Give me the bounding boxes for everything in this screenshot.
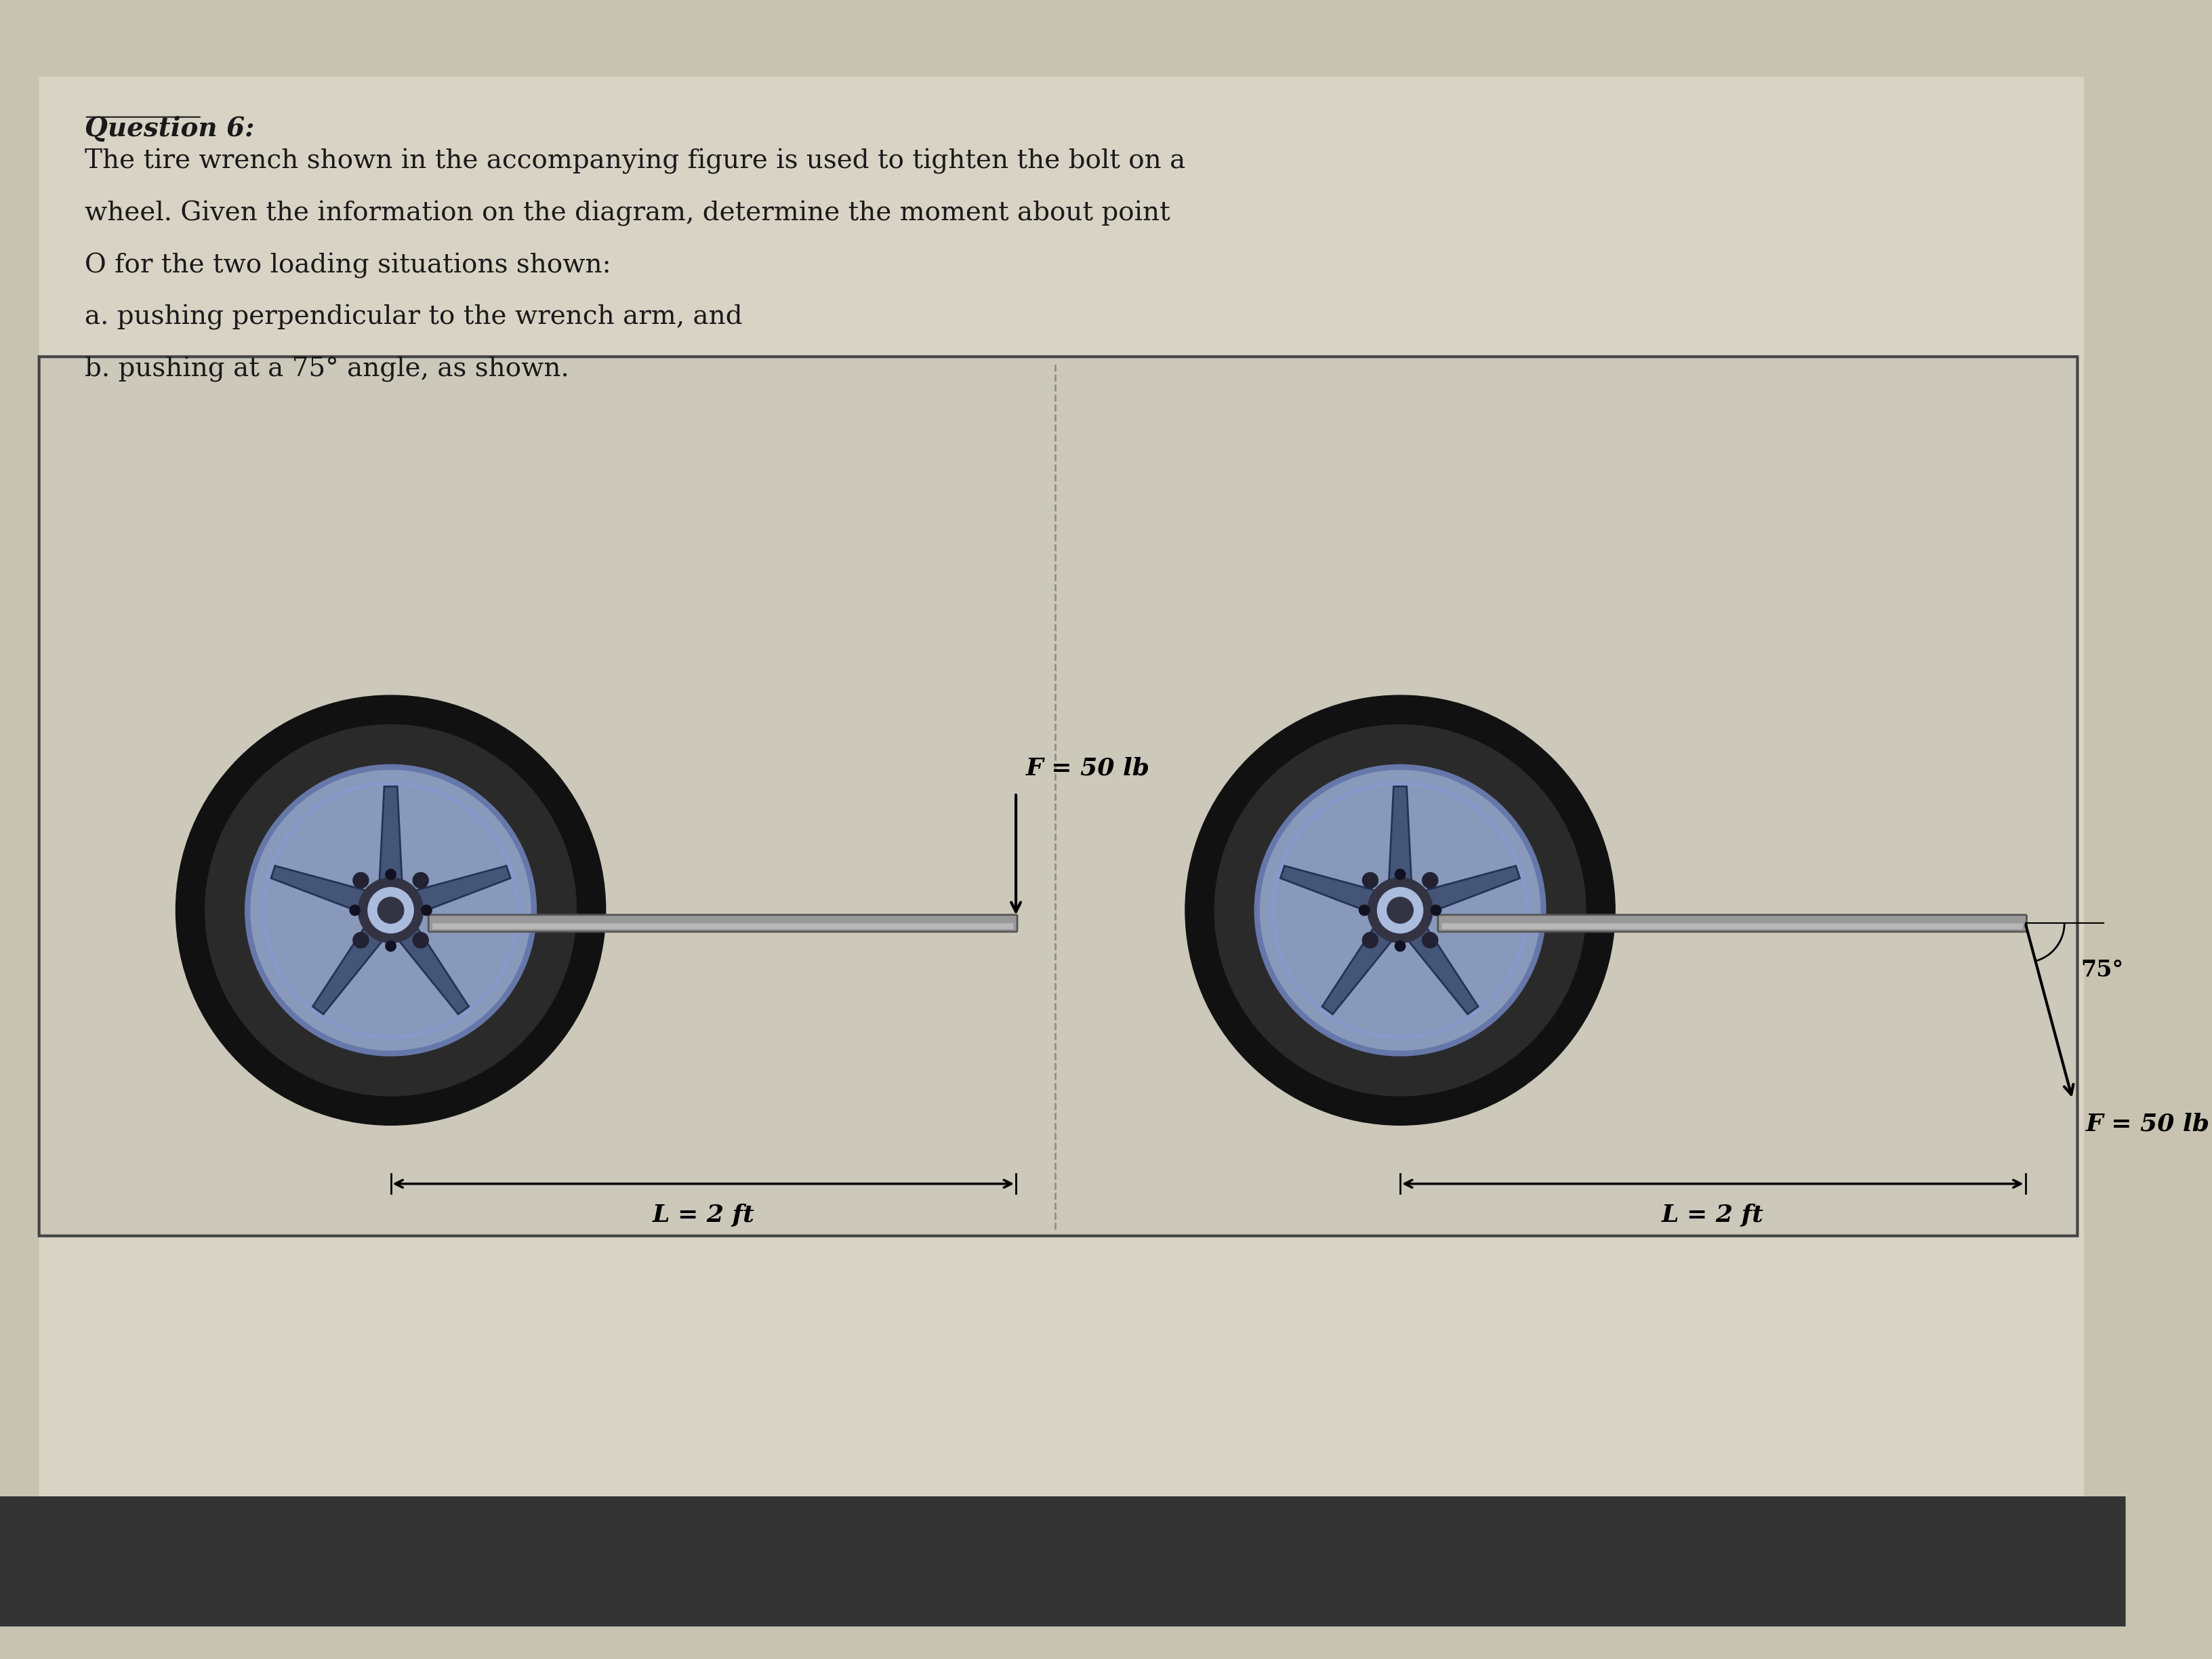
FancyBboxPatch shape [0,1496,2126,1626]
Circle shape [1422,932,1438,947]
Circle shape [414,932,429,947]
Polygon shape [396,924,469,1014]
Polygon shape [1422,866,1520,912]
Polygon shape [312,924,385,1014]
Circle shape [248,766,533,1053]
Text: a. pushing perpendicular to the wrench arm, and: a. pushing perpendicular to the wrench a… [84,305,743,330]
Text: Question 6:: Question 6: [84,116,254,141]
Polygon shape [272,866,369,912]
Circle shape [385,869,396,879]
Polygon shape [1407,924,1478,1014]
Circle shape [1378,888,1422,932]
Text: F = 50 lb: F = 50 lb [1026,757,1150,780]
Text: b. pushing at a 75° angle, as shown.: b. pushing at a 75° angle, as shown. [84,357,568,383]
Circle shape [367,888,414,932]
Circle shape [1387,898,1413,924]
Circle shape [1358,906,1369,916]
Circle shape [354,873,369,888]
FancyBboxPatch shape [40,357,2077,1236]
Circle shape [385,941,396,951]
Text: L = 2 ft: L = 2 ft [1661,1203,1763,1226]
FancyBboxPatch shape [40,76,2084,1561]
Polygon shape [1389,786,1411,884]
Circle shape [1431,906,1442,916]
Polygon shape [1281,866,1378,912]
FancyBboxPatch shape [1442,924,2022,929]
Circle shape [1186,695,1615,1125]
Polygon shape [411,866,511,912]
Text: The tire wrench shown in the accompanying figure is used to tighten the bolt on : The tire wrench shown in the accompanyin… [84,148,1186,174]
Text: F = 50 lb: F = 50 lb [2086,1113,2210,1135]
Circle shape [1363,873,1378,888]
Text: 75°: 75° [2081,959,2124,982]
Polygon shape [1323,924,1394,1014]
Text: O for the two loading situations shown:: O for the two loading situations shown: [84,252,611,279]
Circle shape [206,725,577,1097]
Circle shape [1396,869,1405,879]
Circle shape [349,906,361,916]
Circle shape [1422,873,1438,888]
Circle shape [354,932,369,947]
Text: L = 2 ft: L = 2 ft [653,1203,754,1226]
Circle shape [420,906,431,916]
Circle shape [378,898,405,924]
Text: wheel. Given the information on the diagram, determine the moment about point: wheel. Given the information on the diag… [84,201,1170,226]
Circle shape [1363,932,1378,947]
Circle shape [414,873,429,888]
Circle shape [1256,766,1544,1053]
Circle shape [175,695,606,1125]
Circle shape [1396,941,1405,951]
Polygon shape [378,786,403,884]
Circle shape [1367,878,1433,942]
FancyBboxPatch shape [429,914,1018,932]
FancyBboxPatch shape [1438,914,2026,932]
FancyBboxPatch shape [431,924,1013,929]
Circle shape [1214,725,1586,1097]
Circle shape [358,878,422,942]
